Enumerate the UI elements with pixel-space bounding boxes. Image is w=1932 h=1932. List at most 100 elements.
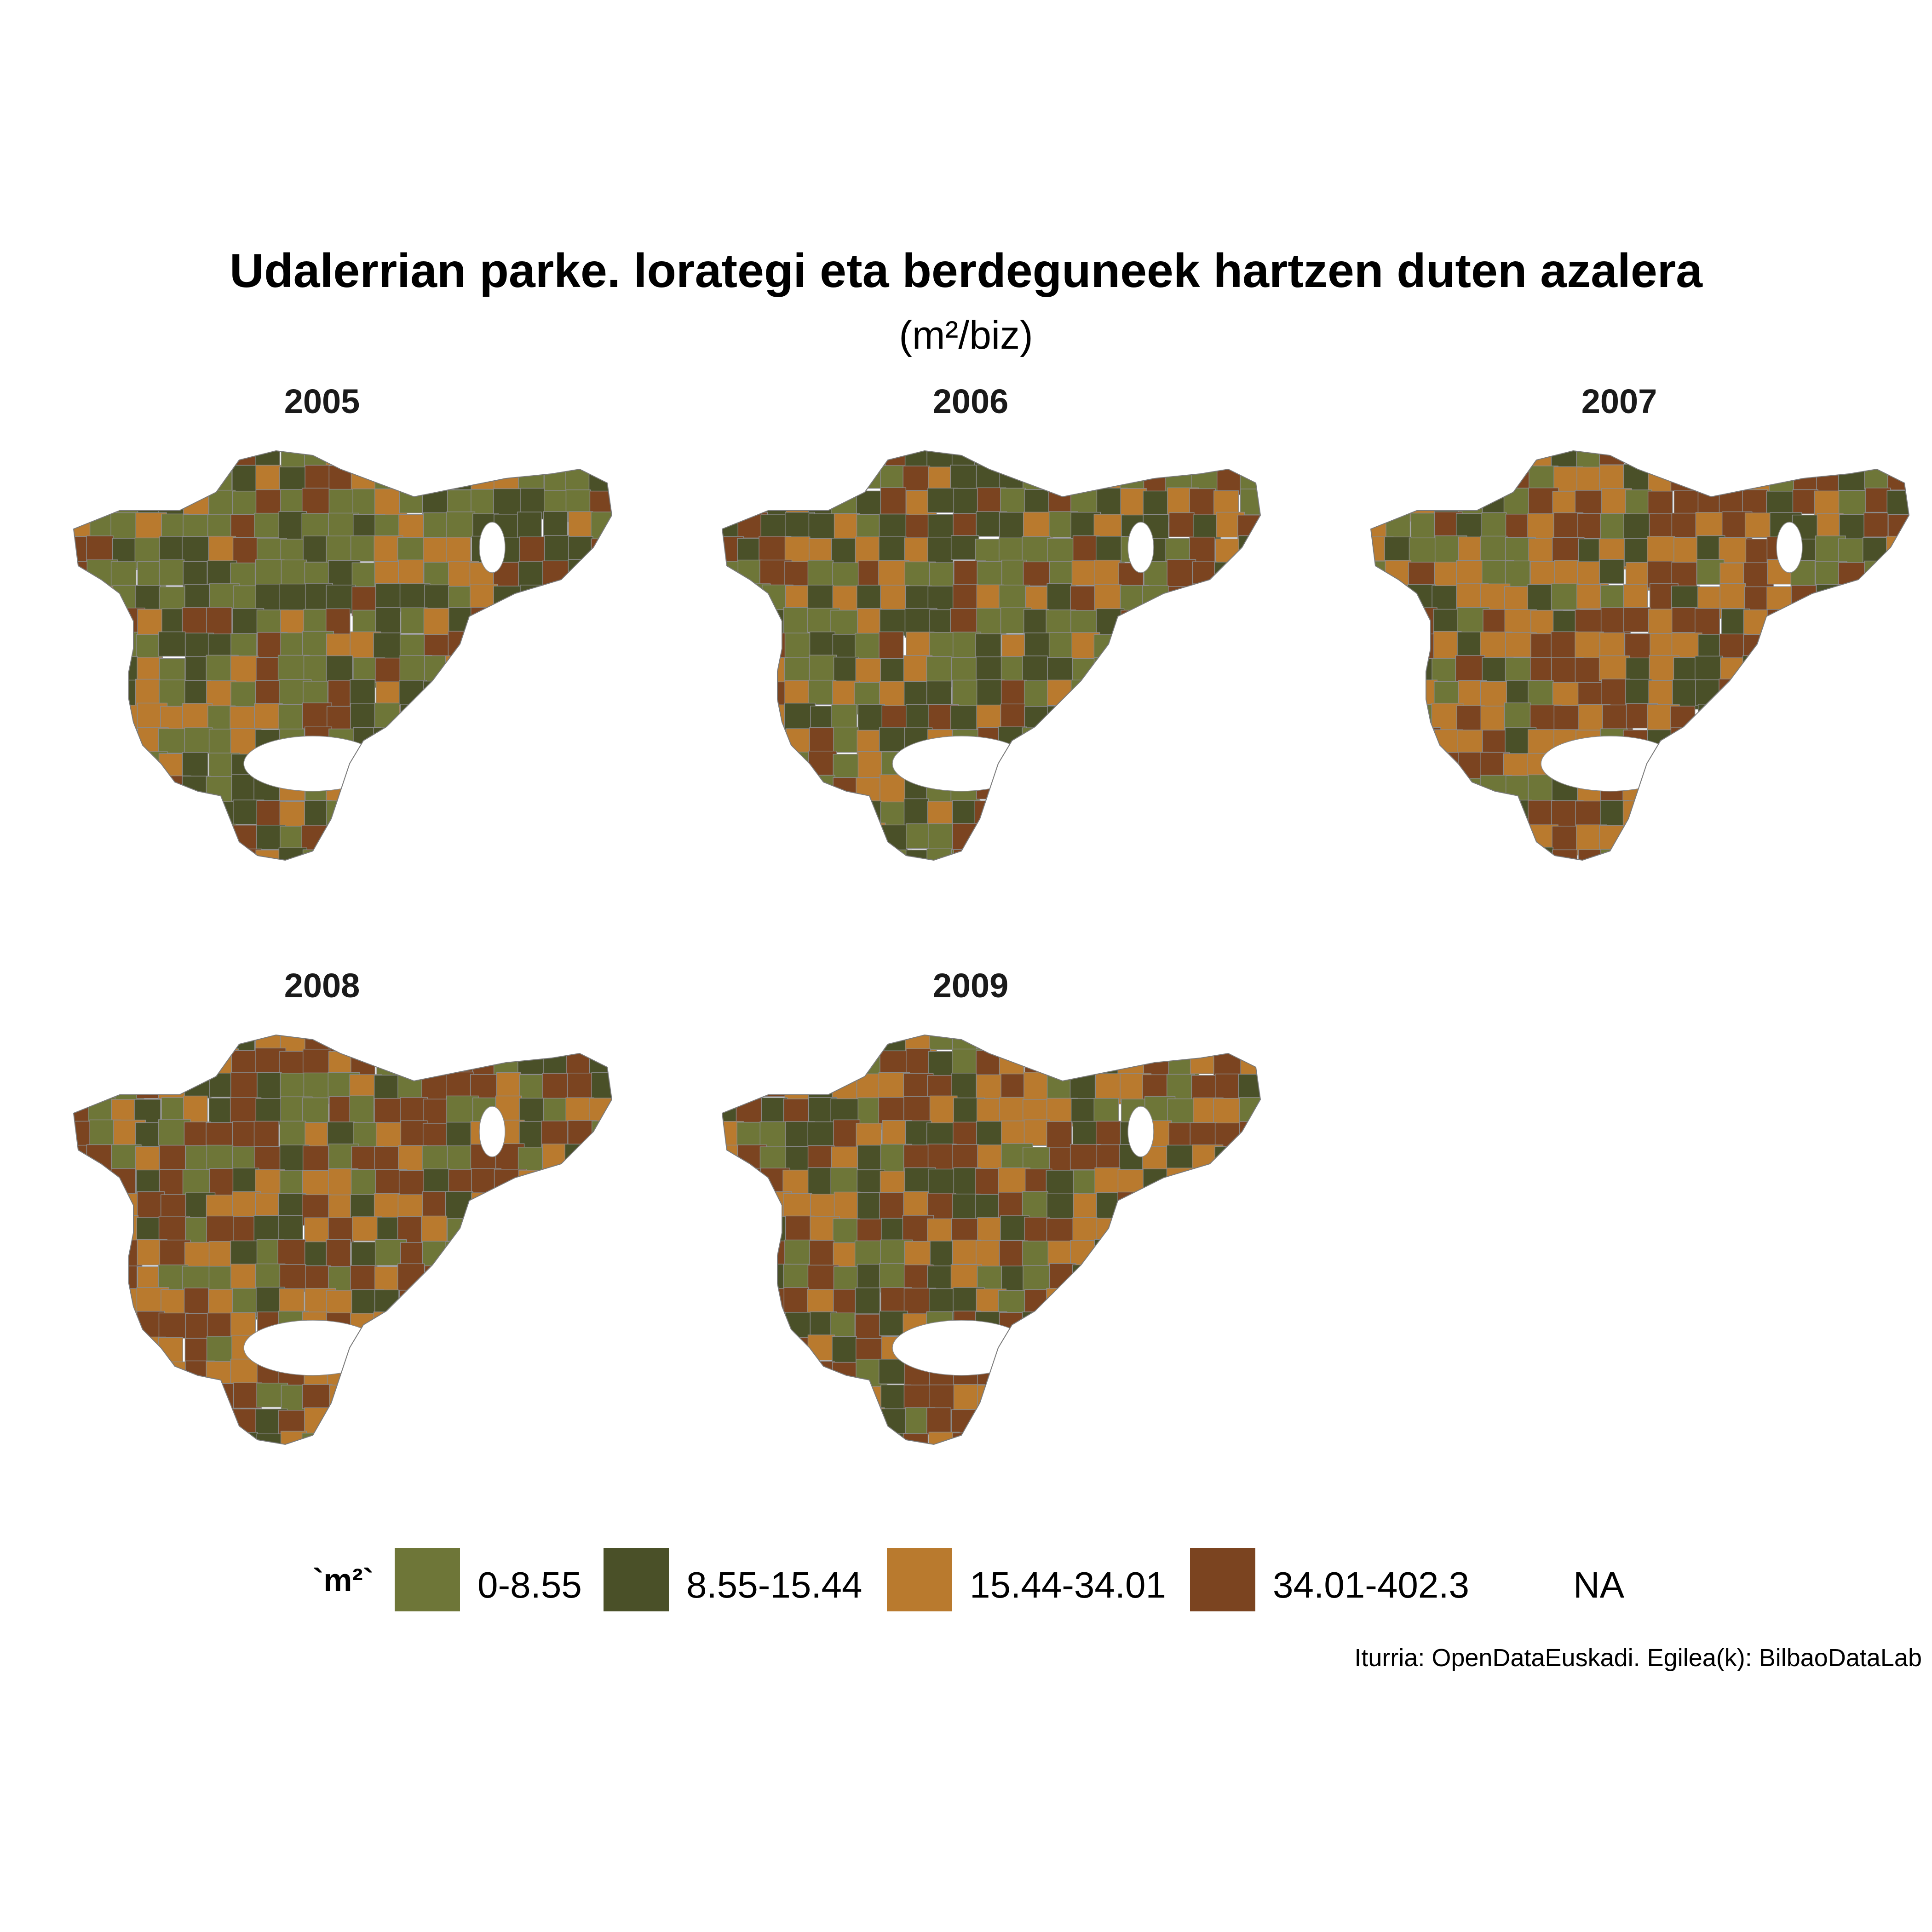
- municipality-cell: [1072, 1384, 1104, 1409]
- municipality-cell: [807, 560, 834, 587]
- municipality-cell: [1432, 777, 1457, 802]
- municipality-cell: [400, 1097, 428, 1122]
- municipality-cell: [1022, 727, 1053, 759]
- municipality-cell: [1385, 848, 1417, 860]
- municipality-cell: [1165, 751, 1193, 778]
- municipality-cell: [494, 1431, 522, 1444]
- municipality-cell: [1239, 823, 1260, 854]
- municipality-cell: [422, 1035, 455, 1052]
- municipality-cell: [722, 583, 743, 612]
- municipality-cell: [519, 1192, 548, 1224]
- municipality-cell: [1024, 823, 1057, 852]
- municipality-cell: [589, 1409, 612, 1434]
- municipality-cell: [1239, 1121, 1260, 1154]
- municipality-cell: [976, 1409, 1001, 1442]
- municipality-cell: [762, 1432, 793, 1444]
- municipality-cell: [1214, 1311, 1241, 1340]
- municipality-cell: [722, 1072, 741, 1104]
- municipality-cell: [1001, 799, 1029, 831]
- municipality-cell: [520, 1386, 546, 1412]
- municipality-cell: [1528, 800, 1555, 826]
- region-outline: [1370, 450, 1910, 861]
- municipality-cell: [722, 1265, 745, 1295]
- municipality-cell: [833, 726, 859, 753]
- municipality-cell: [1240, 1265, 1260, 1297]
- municipality-cell: [542, 1312, 574, 1339]
- municipality-cell: [834, 1385, 862, 1411]
- municipality-cell: [1237, 849, 1260, 860]
- municipality-cell: [111, 1360, 141, 1389]
- municipality-cell: [1190, 609, 1216, 638]
- municipality-cell: [493, 608, 523, 635]
- municipality-cell: [565, 631, 592, 664]
- map-2005: [73, 450, 613, 861]
- municipality-cell: [1001, 559, 1027, 589]
- municipality-cell: [447, 451, 475, 467]
- municipality-cell: [135, 451, 161, 472]
- municipality-cell: [1070, 702, 1098, 731]
- municipality-cell: [544, 586, 575, 617]
- municipality-cell: [1483, 609, 1508, 634]
- municipality-cell: [1048, 1314, 1076, 1340]
- municipality-cell: [1862, 822, 1887, 854]
- municipality-cell: [232, 465, 260, 494]
- municipality-cell: [1072, 1217, 1098, 1244]
- municipality-cell: [493, 1385, 521, 1414]
- municipality-cell: [1072, 535, 1100, 565]
- municipality-cell: [1144, 610, 1176, 641]
- municipality-cell: [422, 1433, 455, 1444]
- municipality-cell: [1216, 849, 1247, 860]
- municipality-cell: [1719, 633, 1747, 661]
- municipality-cell: [74, 1312, 95, 1343]
- municipality-cell: [137, 800, 163, 831]
- municipality-cell: [541, 729, 569, 761]
- municipality-cell: [74, 1265, 98, 1294]
- municipality-cell: [1070, 679, 1101, 711]
- municipality-cell: [722, 752, 743, 782]
- panel-title-2006: 2006: [932, 382, 1009, 420]
- municipality-cell: [421, 822, 453, 852]
- municipality-cell: [857, 751, 883, 778]
- municipality-cell: [400, 1035, 431, 1057]
- municipality-cell: [590, 657, 612, 685]
- municipality-cell: [952, 584, 979, 611]
- municipality-cell: [350, 1407, 379, 1438]
- municipality-cell: [1913, 442, 1914, 466]
- municipality-cell: [183, 451, 210, 471]
- municipality-cell: [87, 682, 115, 714]
- municipality-cell: [352, 451, 381, 470]
- municipality-cell: [1434, 846, 1466, 860]
- municipality-cell: [541, 1432, 569, 1444]
- municipality-cell: [760, 609, 788, 637]
- municipality-cell: [759, 1288, 787, 1318]
- municipality-cell: [1166, 1290, 1197, 1322]
- municipality-cell: [783, 607, 808, 635]
- panel-title-2009: 2009: [932, 966, 1009, 1005]
- municipality-cell: [568, 1191, 600, 1221]
- municipality-cell: [1743, 634, 1776, 667]
- municipality-cell: [86, 586, 115, 613]
- municipality-cell: [1190, 680, 1220, 708]
- municipality-cell: [230, 1072, 258, 1098]
- municipality-cell: [1024, 801, 1050, 827]
- municipality-cell: [1190, 633, 1219, 660]
- municipality-cell: [1481, 451, 1508, 473]
- municipality-cell: [1191, 655, 1223, 688]
- municipality-cell: [760, 1382, 793, 1408]
- municipality-cell: [722, 728, 742, 757]
- municipality-cell: [399, 1433, 430, 1444]
- municipality-cell: [1095, 1035, 1126, 1054]
- municipality-cell: [615, 1313, 616, 1337]
- municipality-cell: [1814, 657, 1840, 686]
- municipality-cell: [760, 728, 788, 757]
- municipality-cell: [1887, 824, 1909, 856]
- municipality-cell: [1071, 776, 1104, 802]
- municipality-cell: [1215, 1240, 1242, 1267]
- municipality-cell: [496, 1072, 521, 1099]
- municipality-cell: [113, 750, 138, 778]
- municipality-cell: [1070, 451, 1102, 468]
- municipality-cell: [540, 1264, 572, 1291]
- municipality-cell: [422, 1191, 450, 1219]
- municipality-cell: [591, 583, 612, 613]
- municipality-cell: [737, 1408, 769, 1438]
